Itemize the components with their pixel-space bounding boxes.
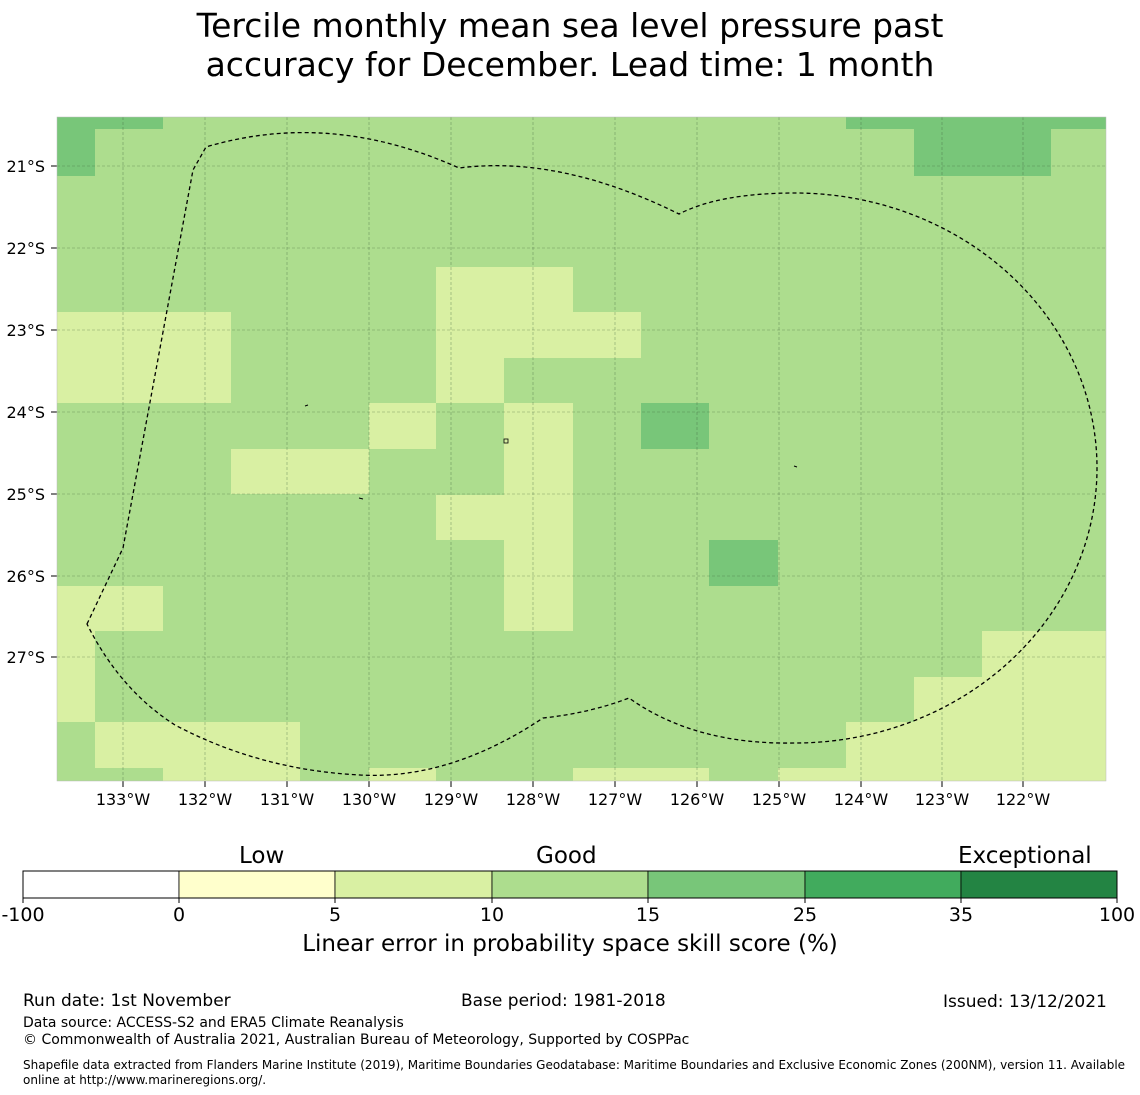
skill-cell (57, 129, 95, 176)
colorbar: -100 0 5 10 15 25 35 100 (1, 870, 1135, 926)
island (503, 438, 509, 444)
skill-cell (778, 768, 846, 781)
skill-cell (914, 129, 1051, 176)
skill-cell (231, 449, 369, 494)
legend-category-exceptional: Exceptional (958, 843, 1092, 869)
longitude-label: 132°W (178, 790, 233, 809)
skill-cell (369, 403, 436, 449)
skill-cell (846, 117, 1106, 129)
latitude-label: 22°S (6, 239, 45, 258)
colorbar-tick-label: 15 (636, 904, 660, 926)
skill-cell (709, 540, 778, 586)
legend-category-good: Good (536, 843, 597, 869)
base-period: Base period: 1981-2018 (461, 991, 666, 1011)
colorbar-segment (334, 870, 493, 899)
skill-cell (369, 768, 436, 781)
longitude-label: 124°W (834, 790, 889, 809)
skill-cell (436, 312, 641, 358)
colorbar-frame (22, 870, 1118, 899)
legend-category-low: Low (239, 843, 285, 869)
data-source: Data source: ACCESS-S2 and ERA5 Climate … (23, 1015, 404, 1031)
colorbar-tick-label: 5 (329, 904, 341, 926)
colorbar-segment (960, 870, 1118, 899)
longitude-label: 122°W (996, 790, 1051, 809)
colorbar-segment (804, 870, 962, 899)
island (358, 497, 364, 500)
latitude-label: 24°S (6, 403, 45, 422)
skill-score-map: 21°S 22°S 23°S 24°S 25°S 26°S 27°S 133°W 132°W 13… (6, 116, 1107, 809)
latitude-label: 21°S (6, 157, 45, 176)
latitude-label: 23°S (6, 321, 45, 340)
island (793, 465, 798, 468)
longitude-label: 130°W (342, 790, 397, 809)
colorbar-title: Linear error in probability space skill … (302, 931, 838, 957)
skill-cell (982, 631, 1106, 677)
colorbar-tick-label: 25 (793, 904, 817, 926)
run-date: Run date: 1st November (23, 991, 231, 1011)
colorbar-segment (491, 870, 649, 899)
map-title-line-1: Tercile monthly mean sea level pressure … (196, 6, 944, 45)
longitude-label: 127°W (588, 790, 643, 809)
longitude-label: 123°W (915, 790, 970, 809)
longitude-label: 129°W (424, 790, 479, 809)
longitude-label: 128°W (506, 790, 561, 809)
colorbar-tick-label: 0 (173, 904, 185, 926)
shapefile-note: Shapefile data extracted from Flanders M… (23, 1058, 1126, 1087)
colorbar-segment (647, 870, 806, 899)
longitude-label: 125°W (752, 790, 807, 809)
skill-cell (57, 312, 231, 403)
map-frame (56, 116, 1107, 782)
colorbar-tick-label: 10 (480, 904, 504, 926)
colorbar-tick-label: 35 (949, 904, 973, 926)
longitude-label: 131°W (260, 790, 315, 809)
longitude-label: 133°W (96, 790, 151, 809)
skill-cell (914, 677, 1106, 722)
skill-cell (436, 358, 504, 403)
colorbar-segment (178, 870, 336, 899)
skill-cell (163, 768, 300, 781)
skill-cell (504, 540, 573, 631)
skill-cell (504, 403, 573, 495)
skill-cell (57, 117, 163, 129)
skill-cell (846, 722, 1106, 781)
island (304, 404, 309, 407)
colorbar-tick-label: 100 (1099, 904, 1135, 926)
map-title-line-2: accuracy for December. Lead time: 1 mont… (205, 45, 935, 84)
eez-boundary (86, 131, 1098, 777)
skill-cell (95, 722, 300, 768)
map-title: Tercile monthly mean sea level pressure … (0, 6, 1140, 84)
skill-cell (57, 586, 163, 631)
colorbar-tick-label: -100 (1, 904, 44, 926)
skill-cell (573, 768, 709, 781)
longitude-label: 126°W (670, 790, 725, 809)
skill-cell (57, 631, 95, 722)
issued-date: Issued: 13/12/2021 (943, 992, 1107, 1012)
latitude-label: 26°S (6, 567, 45, 586)
skill-cell (436, 267, 573, 312)
copyright: © Commonwealth of Australia 2021, Austra… (23, 1032, 690, 1048)
skill-cell (641, 403, 709, 449)
latitude-label: 27°S (6, 648, 45, 667)
latitude-label: 25°S (6, 485, 45, 504)
skill-cell (436, 495, 573, 540)
colorbar-segment (22, 870, 180, 899)
